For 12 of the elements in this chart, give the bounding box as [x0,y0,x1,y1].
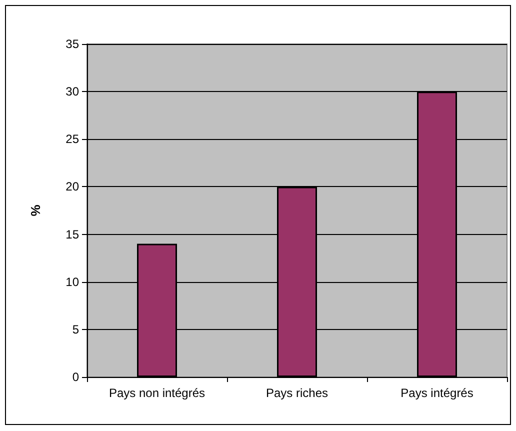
x-tick-label: Pays intégrés [400,386,474,400]
y-tick-label: 30 [66,84,80,99]
y-tick-label: 5 [72,322,80,336]
y-tick-label: 35 [66,37,80,51]
y-axis-title: % [28,204,43,216]
y-tick-label: 0 [72,370,80,384]
x-tick-label: Pays non intégrés [108,386,206,400]
y-tick-label: 20 [66,180,80,194]
x-tick-label: Pays riches [266,386,328,400]
y-tick-label: 15 [66,227,80,242]
y-tick-label: 10 [66,274,80,289]
y-tick-label: 25 [66,132,80,146]
